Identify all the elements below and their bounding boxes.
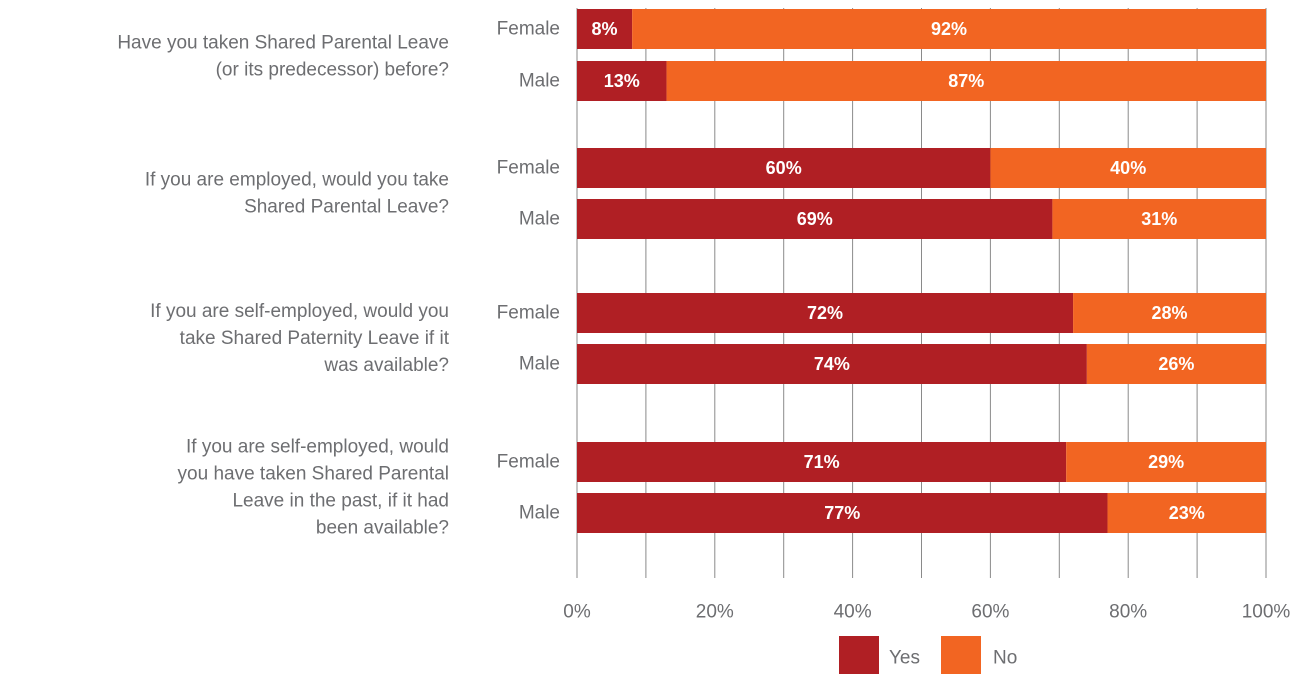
legend: Yes No	[839, 636, 1017, 676]
question-label-line: was available?	[323, 355, 449, 376]
bar-no	[990, 148, 1266, 188]
legend-swatch-yes	[839, 636, 879, 676]
x-tick-label: 40%	[834, 602, 872, 623]
data-label-no: 28%	[1152, 303, 1188, 323]
data-label-no: 23%	[1169, 503, 1205, 523]
question-label-line: you have taken Shared Parental	[178, 463, 449, 484]
group-label: Female	[497, 303, 560, 324]
data-label-yes: 60%	[766, 158, 802, 178]
bar-no	[1086, 344, 1266, 384]
group-label: Female	[497, 19, 560, 40]
group-label: Male	[519, 354, 560, 375]
group-label: Male	[519, 503, 560, 524]
x-tick-label: 100%	[1242, 602, 1291, 623]
data-label-yes: 13%	[604, 71, 640, 91]
data-label-no: 87%	[948, 71, 984, 91]
data-label-no: 26%	[1158, 354, 1194, 374]
question-label-line: Have you taken Shared Parental Leave	[117, 32, 449, 53]
bar-no	[1073, 293, 1266, 333]
bar-yes	[577, 293, 1074, 333]
bar-no	[666, 61, 1266, 101]
group-label: Male	[519, 71, 560, 92]
data-label-no: 31%	[1141, 209, 1177, 229]
group-label: Female	[497, 158, 560, 179]
data-label-yes: 77%	[824, 503, 860, 523]
group-label: Male	[519, 209, 560, 230]
bar-yes	[577, 199, 1053, 239]
data-label-yes: 69%	[797, 209, 833, 229]
x-tick-label: 0%	[563, 602, 591, 623]
bar-yes	[577, 9, 633, 49]
question-label-line: Shared Parental Leave?	[244, 196, 449, 217]
bars-layer	[577, 9, 1266, 533]
data-label-no: 40%	[1110, 158, 1146, 178]
question-label: If you are self-employed, would you take …	[150, 301, 450, 376]
data-label-no: 29%	[1148, 452, 1184, 472]
x-tick-label: 60%	[971, 602, 1009, 623]
legend-swatch-no	[941, 636, 981, 676]
x-tick-label: 80%	[1109, 602, 1147, 623]
data-label-no: 92%	[931, 19, 967, 39]
question-label-line: If you are employed, would you take	[145, 169, 449, 190]
bar-yes	[577, 442, 1067, 482]
question-label-line: (or its predecessor) before?	[216, 59, 449, 80]
question-label-line: Leave in the past, if it had	[232, 490, 449, 511]
group-label: Female	[497, 452, 560, 473]
labels-layer: Have you taken Shared Parental Leave (or …	[117, 19, 1204, 539]
question-label: If you are employed, would you take Share…	[145, 169, 449, 217]
bar-yes	[577, 493, 1108, 533]
bar-no	[1052, 199, 1266, 239]
question-label: Have you taken Shared Parental Leave (or …	[117, 32, 449, 80]
data-label-yes: 74%	[814, 354, 850, 374]
bar-yes	[577, 148, 991, 188]
question-label-line: been available?	[316, 517, 449, 538]
data-label-yes: 8%	[592, 19, 618, 39]
legend-label-yes: Yes	[889, 648, 920, 669]
x-tick-label: 20%	[696, 602, 734, 623]
bar-no	[632, 9, 1266, 49]
bar-yes	[577, 344, 1087, 384]
data-label-yes: 72%	[807, 303, 843, 323]
question-label-line: take Shared Paternity Leave if it	[180, 328, 450, 349]
legend-label-no: No	[993, 648, 1017, 669]
bar-no	[1107, 493, 1266, 533]
x-axis: 0% 20% 40% 60% 80% 100%	[563, 602, 1290, 623]
bar-yes	[577, 61, 667, 101]
question-label-line: If you are self-employed, would	[186, 436, 449, 457]
data-label-yes: 71%	[804, 452, 840, 472]
bar-no	[1066, 442, 1266, 482]
question-label-line: If you are self-employed, would you	[150, 301, 449, 322]
question-label: If you are self-employed, would you have …	[178, 436, 449, 538]
